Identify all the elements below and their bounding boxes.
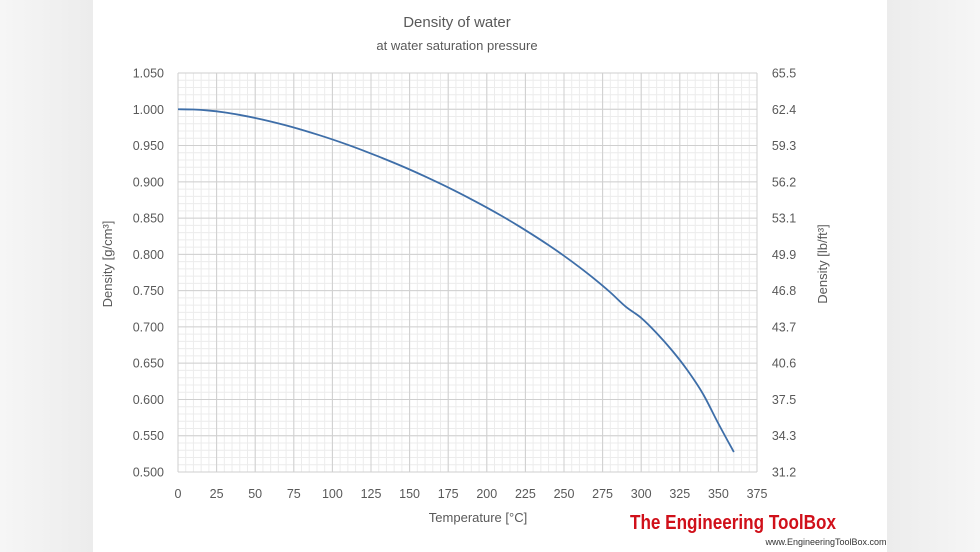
x-tick-label: 200 — [476, 487, 497, 501]
chart-subtitle: at water saturation pressure — [376, 38, 537, 53]
x-tick-label: 325 — [669, 487, 690, 501]
density-series-line — [178, 108, 735, 453]
y-axis-right-label: Density [lb/ft³] — [815, 224, 830, 303]
x-tick-label: 100 — [322, 487, 343, 501]
y-right-tick-label: 62.4 — [772, 103, 796, 117]
y-right-tick-label: 46.8 — [772, 284, 796, 298]
minor-gridlines — [177, 72, 758, 473]
x-tick-label: 375 — [747, 487, 768, 501]
major-gridlines — [177, 72, 758, 473]
x-tick-label: 125 — [361, 487, 382, 501]
y-axis-right-ticks: 65.5 62.4 59.3 56.2 53.1 49.9 46.8 43.7 40.6 37.5… — [772, 67, 796, 480]
y-right-tick-label: 59.3 — [772, 139, 796, 153]
y-right-tick-label: 34.3 — [772, 429, 796, 443]
x-tick-label: 75 — [287, 487, 301, 501]
x-tick-label: 275 — [592, 487, 613, 501]
logo-text: The Engineering ToolBox — [630, 512, 836, 534]
x-axis-ticks: 0 25 50 75 100 125 150 175 200 225 250 275 300 325 350… — [175, 487, 768, 501]
y-left-tick-label: 0.550 — [133, 429, 164, 443]
y-left-tick-label: 0.500 — [133, 466, 164, 480]
y-left-tick-label: 0.850 — [133, 212, 164, 226]
x-tick-label: 0 — [175, 487, 182, 501]
x-tick-label: 150 — [399, 487, 420, 501]
engineering-toolbox-logo: The Engineering ToolBox www.EngineeringT… — [630, 512, 887, 547]
x-axis-label: Temperature [°C] — [429, 510, 527, 525]
x-tick-label: 175 — [438, 487, 459, 501]
y-left-tick-label: 0.600 — [133, 393, 164, 407]
y-left-tick-label: 0.700 — [133, 320, 164, 334]
y-left-tick-label: 1.050 — [133, 67, 164, 81]
y-right-tick-label: 31.2 — [772, 466, 796, 480]
y-right-tick-label: 53.1 — [772, 212, 796, 226]
chart-title: Density of water — [403, 14, 511, 31]
right-background — [887, 0, 980, 552]
y-right-tick-label: 49.9 — [772, 248, 796, 262]
y-left-tick-label: 0.950 — [133, 139, 164, 153]
y-left-tick-label: 0.800 — [133, 248, 164, 262]
y-right-tick-label: 56.2 — [772, 175, 796, 189]
y-left-tick-label: 0.900 — [133, 175, 164, 189]
y-axis-left-label: Density [g/cm³] — [100, 221, 115, 308]
logo-url-text: www.EngineeringToolBox.com — [764, 537, 886, 547]
y-left-tick-label: 0.750 — [133, 284, 164, 298]
y-axis-left-ticks: 1.050 1.000 0.950 0.900 0.850 0.800 0.750 0.700… — [133, 67, 164, 480]
y-right-tick-label: 40.6 — [772, 357, 796, 371]
x-tick-label: 50 — [248, 487, 262, 501]
x-tick-label: 25 — [210, 487, 224, 501]
left-background — [0, 0, 93, 552]
y-right-tick-label: 37.5 — [772, 393, 796, 407]
y-right-tick-label: 43.7 — [772, 320, 796, 334]
x-tick-label: 300 — [631, 487, 652, 501]
x-tick-label: 350 — [708, 487, 729, 501]
y-left-tick-label: 0.650 — [133, 357, 164, 371]
y-right-tick-label: 65.5 — [772, 67, 796, 81]
y-left-tick-label: 1.000 — [133, 103, 164, 117]
x-tick-label: 250 — [554, 487, 575, 501]
x-tick-label: 225 — [515, 487, 536, 501]
